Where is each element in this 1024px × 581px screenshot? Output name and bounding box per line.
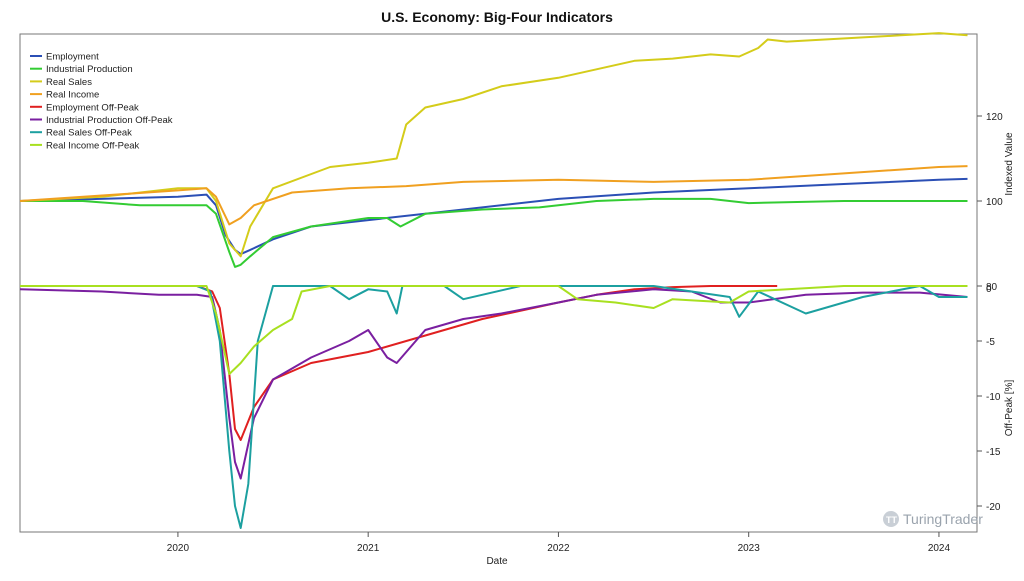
x-tick-label: 2021: [357, 543, 380, 554]
y-bottom-tick-label: -5: [986, 337, 995, 348]
series-line-real-sales: [19, 32, 968, 258]
legend-label: Real Income: [46, 90, 99, 101]
series-line-industrial-production: [20, 197, 968, 268]
y-axis-top-label: Indexed Value: [1004, 132, 1015, 196]
y-axis-top-ticks: 80 100 120: [977, 112, 1003, 293]
series-line-real-income-off-peak: [20, 285, 968, 375]
legend-label: Employment Off-Peak: [46, 102, 139, 113]
legend-label: Employment: [46, 52, 99, 63]
y-bottom-tick-label: 0: [986, 284, 992, 295]
x-axis-ticks: 2020 2021 2022 2023 2024: [167, 532, 951, 554]
y-top-tick-label: 100: [986, 197, 1003, 208]
series-line-industrial-production-off-peak: [19, 288, 968, 480]
y-top-tick-label: 80: [986, 282, 998, 293]
y-top-tick-label: 120: [986, 112, 1003, 123]
series-line-employment: [19, 177, 968, 256]
y-bottom-tick-label: -10: [986, 392, 1001, 403]
chart-title: U.S. Economy: Big-Four Indicators: [381, 9, 613, 25]
x-tick-label: 2022: [547, 543, 570, 554]
legend-label: Real Sales Off-Peak: [46, 128, 132, 139]
y-axis-bottom-label: Off-Peak [%]: [1004, 380, 1015, 437]
top-plot-series: [19, 32, 968, 268]
watermark-text: TuringTrader: [903, 511, 983, 527]
series-line-real-sales-off-peak: [20, 285, 968, 529]
x-tick-label: 2020: [167, 543, 190, 554]
x-tick-label: 2024: [928, 543, 951, 554]
legend-label: Industrial Production Off-Peak: [46, 115, 173, 126]
y-axis-bottom-ticks: 0 -5 -10 -15 -20: [977, 284, 1001, 513]
y-bottom-tick-label: -15: [986, 447, 1001, 458]
x-tick-label: 2023: [738, 543, 761, 554]
plot-frame: [19, 33, 978, 533]
watermark-logo-glyph: TT: [886, 515, 897, 525]
watermark: TT TuringTrader: [883, 511, 983, 527]
bottom-plot-series: [19, 285, 968, 529]
y-bottom-tick-label: -20: [986, 502, 1001, 513]
legend-label: Industrial Production: [46, 64, 133, 75]
series-line-real-income: [19, 165, 968, 226]
x-axis-label: Date: [486, 556, 508, 567]
watermark-logo-icon: [883, 511, 899, 527]
legend-label: Real Sales: [46, 77, 92, 88]
legend-label: Real Income Off-Peak: [46, 140, 140, 151]
